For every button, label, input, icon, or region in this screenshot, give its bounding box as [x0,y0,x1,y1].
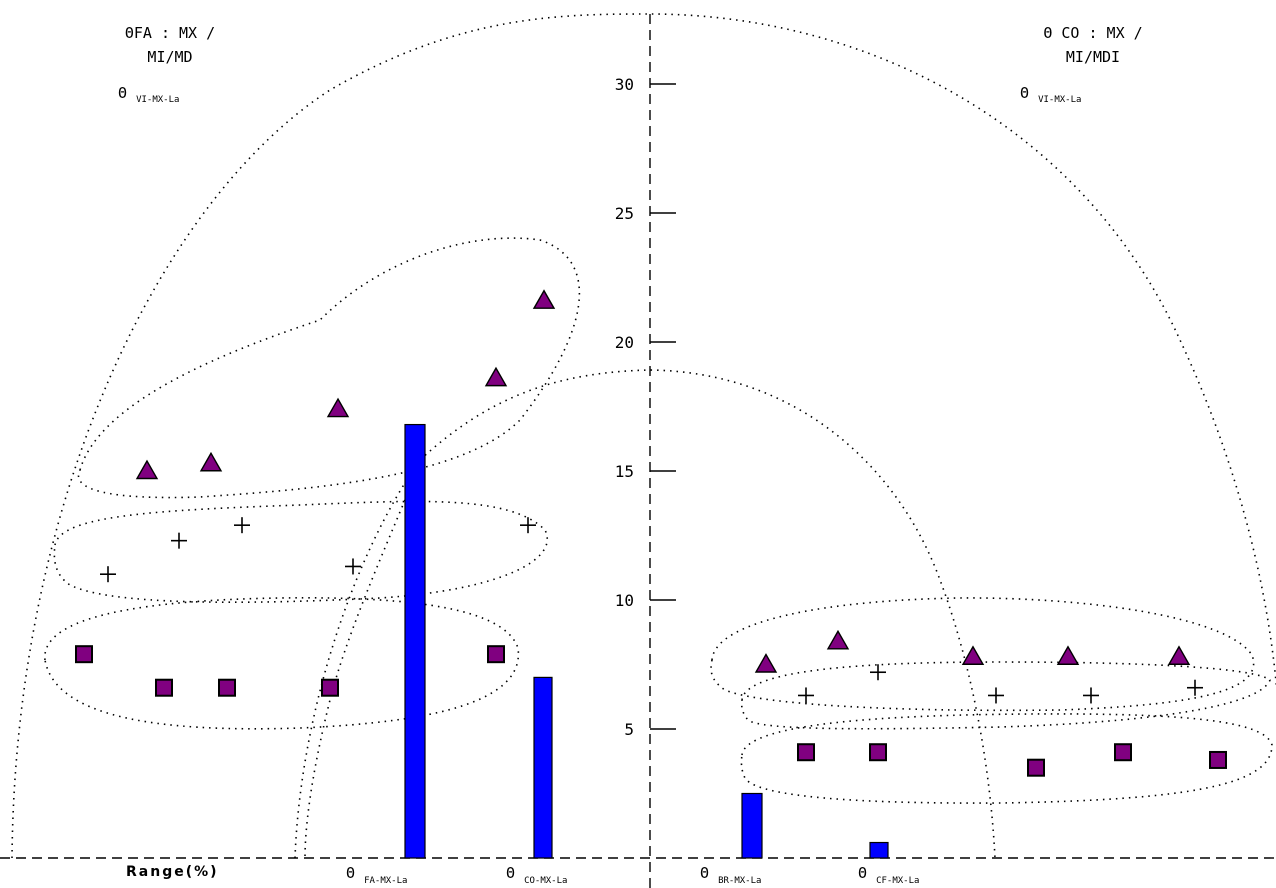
triangle-marker [754,653,778,673]
left-triangle-cluster-outline [77,237,581,499]
square-marker [797,743,815,762]
triangle-marker [199,451,223,472]
bar-label-co: Θ CO-MX-La [506,864,567,886]
right-cross-cluster-outline [740,661,1271,730]
y-tick-label: 10 [615,591,634,610]
right-panel-theta-label: Θ VI-MX-La [1020,84,1081,109]
triangle-marker [961,645,985,665]
cross-marker [171,532,187,549]
y-tick-label: 30 [615,75,634,94]
markers [75,289,1227,777]
theta-symbol: Θ [858,864,868,882]
theta-symbol: Θ [700,864,710,882]
triangle-marker [1167,645,1191,665]
triangle-marker [326,397,350,418]
theta-symbol: Θ [1020,84,1030,102]
bars [404,423,889,859]
theta-symbol: Θ [506,864,516,882]
bar-label-sub: CO-MX-La [524,876,568,886]
bar-label-fa: Θ FA-MX-La [346,864,407,886]
left-mid-arc-outline [294,369,996,859]
cross-marker [234,517,250,534]
cross-marker [1083,687,1099,704]
left-square-cluster-outline [44,597,520,730]
outer-arc-outline [11,13,1276,859]
bar-label-sub: FA-MX-La [364,876,408,886]
triangle-marker [532,289,556,309]
y-tick-label: 15 [615,462,634,481]
dotted-region-outlines [11,13,1276,859]
y-ticks: 5 10 15 20 25 30 [615,75,676,739]
theta-symbol: Θ [346,864,356,882]
left-inner-curve-outline [304,499,406,859]
triangle-marker [826,629,850,650]
cross-marker [345,558,361,575]
bar-label-sub: BR-MX-La [718,876,762,886]
left-panel-theta-label: Θ VI-MX-La [118,84,179,109]
left-panel-title-line2: MI/MD [147,48,193,66]
bar [741,792,763,859]
cross-marker [520,517,536,534]
theta-subscript: VI-MX-La [1038,95,1082,105]
left-cross-cluster-outline [53,500,548,604]
bar [404,423,426,859]
square-marker [218,678,236,697]
cross-marker [1187,679,1203,696]
right-panel-title-line2: MI/MDI [1065,48,1121,66]
cross-marker [100,566,116,583]
bar-label-sub: CF-MX-La [876,876,920,886]
bar [533,676,553,859]
triangle-marker [484,366,508,387]
theta-subscript: VI-MX-La [136,95,180,105]
axes [0,14,1276,888]
range-axis-label: Range(%) [126,864,219,880]
square-marker [155,678,173,697]
cross-marker [798,687,814,704]
y-tick-label: 25 [615,204,634,223]
right-triangle-cluster-outline [710,597,1255,712]
bar-label-cf: Θ CF-MX-La [858,864,919,886]
right-square-cluster-outline [740,713,1273,804]
theta-symbol: Θ [118,84,128,102]
y-tick-label: 20 [615,333,634,352]
triangle-marker [1056,645,1080,665]
cross-marker [988,687,1004,704]
cross-marker [870,664,886,681]
square-marker [321,678,339,697]
square-marker [1027,758,1045,777]
left-panel-title-line1: ΘFA : MX / [124,24,216,42]
bar-label-br: Θ BR-MX-La [700,864,761,886]
square-marker [1209,750,1227,769]
bar [869,841,889,859]
square-marker [75,645,93,664]
square-marker [869,743,887,762]
square-marker [487,645,505,664]
y-tick-label: 5 [624,720,634,739]
triangle-marker [135,459,159,480]
right-panel-title-line1: Θ CO : MX / [1043,24,1143,42]
square-marker [1114,743,1132,762]
